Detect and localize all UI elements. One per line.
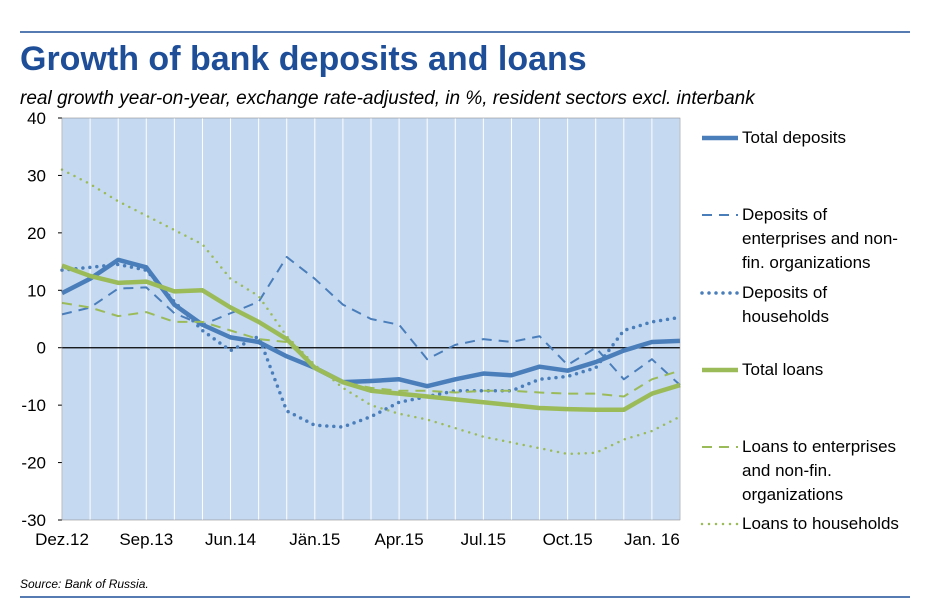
series-line xyxy=(61,255,681,386)
legend-item: Deposits of enterprises and non-fin. org… xyxy=(698,203,923,275)
legend-swatch xyxy=(700,291,740,295)
y-tick-label: 10 xyxy=(27,281,46,300)
x-tick-label: Jän.15 xyxy=(289,530,340,549)
legend-swatch xyxy=(700,522,740,526)
legend-item: Total loans xyxy=(698,358,923,382)
y-tick-label: 20 xyxy=(27,224,46,243)
chart-subtitle: real growth year-on-year, exchange rate-… xyxy=(20,88,756,109)
legend-item: Deposits of households xyxy=(698,281,923,329)
x-tick-label: Jun.14 xyxy=(205,530,256,549)
legend-swatch xyxy=(702,367,738,373)
series-line xyxy=(61,301,681,398)
x-tick-label: Jan. 16 xyxy=(624,530,680,549)
legend-swatch xyxy=(702,135,738,141)
legend-item: Loans to enterprises and non-fin. organi… xyxy=(698,435,923,507)
x-tick-label: Dez.12 xyxy=(35,530,89,549)
x-tick-label: Oct.15 xyxy=(543,530,593,549)
y-tick-label: -10 xyxy=(21,396,46,415)
x-tick-label: Jul.15 xyxy=(461,530,506,549)
chart-title: Growth of bank deposits and loans xyxy=(20,40,587,78)
legend-label: Total deposits xyxy=(742,128,846,147)
legend-label: Total loans xyxy=(742,360,824,379)
source-note: Source: Bank of Russia. xyxy=(20,577,149,591)
plot-frame xyxy=(61,117,681,521)
legend-item: Loans to households xyxy=(698,512,923,536)
legend-label: Loans to enterprises and non-fin. organi… xyxy=(742,437,897,504)
y-tick-label: -30 xyxy=(21,511,46,530)
x-tick-label: Sep.13 xyxy=(119,530,173,549)
legend-swatch xyxy=(702,446,738,448)
series-line xyxy=(60,262,682,429)
y-tick-label: 0 xyxy=(37,339,46,358)
legend-label: Loans to households xyxy=(742,514,899,533)
x-tick-label: Apr.15 xyxy=(375,530,424,549)
y-tick-label: -20 xyxy=(21,454,46,473)
series-line xyxy=(61,263,681,412)
legend-label: Deposits of households xyxy=(742,283,829,326)
y-tick-label: 30 xyxy=(27,166,46,185)
y-tick-label: 40 xyxy=(27,109,46,128)
series-line xyxy=(60,257,681,389)
legend-label: Deposits of enterprises and non-fin. org… xyxy=(742,205,898,272)
legend-swatch xyxy=(702,214,738,216)
legend-item: Total deposits xyxy=(698,126,923,150)
